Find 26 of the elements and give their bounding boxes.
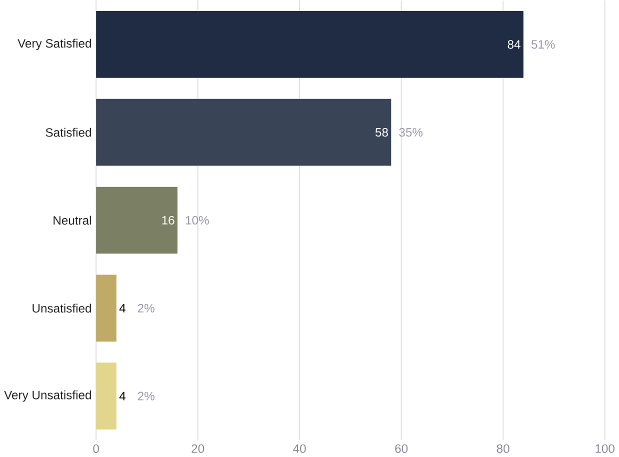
bar — [96, 362, 116, 430]
y-tick-label: Very Unsatisfied — [4, 390, 91, 402]
annotation: 51% — [531, 40, 555, 49]
bar — [96, 98, 392, 166]
x-tick-label: 40 — [293, 444, 306, 453]
data-label: 4 — [119, 392, 126, 400]
data-label: 16 — [162, 216, 174, 225]
annotation: 35% — [399, 128, 423, 137]
y-tick-label: Unsatisfied — [32, 304, 92, 313]
bar — [96, 186, 178, 254]
y-tick-label: Satisfied — [46, 128, 92, 137]
x-tick-label: 100 — [596, 444, 614, 453]
annotation: 2% — [138, 392, 154, 400]
bar — [96, 11, 524, 78]
data-label: 58 — [375, 128, 388, 137]
x-tick-label: 60 — [395, 444, 408, 453]
x-tick-label: 0 — [93, 444, 99, 453]
bar — [96, 274, 116, 342]
y-tick-label: Very Satisfied — [18, 38, 91, 50]
x-tick-label: 20 — [192, 444, 204, 453]
annotation: 10% — [186, 216, 209, 225]
data-label: 84 — [508, 40, 520, 49]
x-tick-label: 80 — [496, 444, 510, 453]
annotation: 2% — [138, 304, 154, 312]
data-label: 4 — [119, 304, 126, 312]
y-tick-label: Neutral — [54, 216, 91, 225]
